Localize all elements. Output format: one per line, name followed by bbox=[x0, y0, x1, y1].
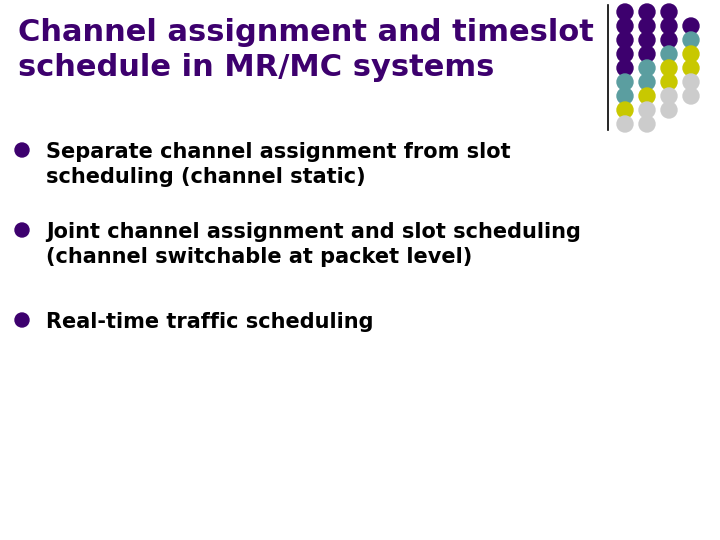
Circle shape bbox=[661, 32, 677, 48]
Circle shape bbox=[683, 18, 699, 34]
Circle shape bbox=[617, 102, 633, 118]
Circle shape bbox=[683, 46, 699, 62]
Circle shape bbox=[661, 60, 677, 76]
Circle shape bbox=[617, 32, 633, 48]
Circle shape bbox=[661, 102, 677, 118]
Circle shape bbox=[617, 18, 633, 34]
Circle shape bbox=[683, 32, 699, 48]
Circle shape bbox=[639, 60, 655, 76]
Text: Separate channel assignment from slot
scheduling (channel static): Separate channel assignment from slot sc… bbox=[46, 142, 510, 187]
Circle shape bbox=[639, 74, 655, 90]
Circle shape bbox=[661, 4, 677, 20]
Circle shape bbox=[617, 4, 633, 20]
Circle shape bbox=[639, 32, 655, 48]
Circle shape bbox=[617, 116, 633, 132]
Circle shape bbox=[661, 74, 677, 90]
Text: Channel assignment and timeslot
schedule in MR/MC systems: Channel assignment and timeslot schedule… bbox=[18, 18, 594, 82]
Circle shape bbox=[639, 102, 655, 118]
Text: Real-time traffic scheduling: Real-time traffic scheduling bbox=[46, 312, 374, 332]
Circle shape bbox=[683, 74, 699, 90]
Circle shape bbox=[639, 88, 655, 104]
Circle shape bbox=[639, 46, 655, 62]
Circle shape bbox=[15, 223, 29, 237]
Circle shape bbox=[661, 46, 677, 62]
Text: Joint channel assignment and slot scheduling
(channel switchable at packet level: Joint channel assignment and slot schedu… bbox=[46, 222, 581, 267]
Circle shape bbox=[661, 18, 677, 34]
Circle shape bbox=[617, 60, 633, 76]
Circle shape bbox=[661, 88, 677, 104]
Circle shape bbox=[617, 88, 633, 104]
Circle shape bbox=[639, 18, 655, 34]
Circle shape bbox=[617, 46, 633, 62]
Circle shape bbox=[617, 74, 633, 90]
Circle shape bbox=[683, 88, 699, 104]
Circle shape bbox=[639, 116, 655, 132]
Circle shape bbox=[683, 60, 699, 76]
Circle shape bbox=[15, 313, 29, 327]
Circle shape bbox=[639, 4, 655, 20]
Circle shape bbox=[15, 143, 29, 157]
